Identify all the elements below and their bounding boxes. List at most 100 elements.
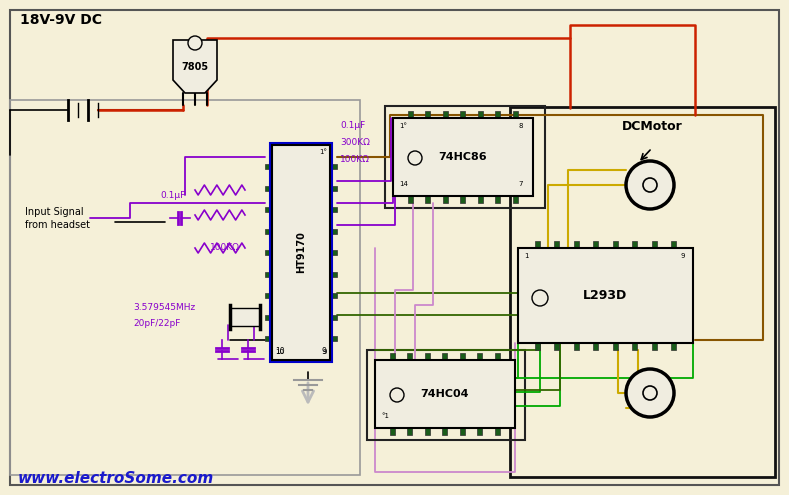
Bar — [265, 186, 272, 191]
Bar — [478, 111, 483, 118]
Bar — [330, 314, 337, 319]
Circle shape — [626, 161, 674, 209]
Text: °1: °1 — [381, 413, 389, 419]
Bar — [593, 241, 598, 248]
Bar — [478, 196, 483, 203]
Bar — [425, 111, 431, 118]
Text: 100KΩ: 100KΩ — [340, 155, 370, 164]
Bar — [265, 207, 272, 212]
Bar — [330, 250, 337, 255]
Text: 7805: 7805 — [181, 62, 208, 72]
Circle shape — [532, 290, 548, 306]
Bar — [460, 428, 465, 435]
Bar — [477, 428, 483, 435]
Bar — [425, 196, 431, 203]
Bar — [460, 353, 465, 360]
Text: 0.1μF: 0.1μF — [160, 191, 185, 200]
Text: 74HC86: 74HC86 — [439, 152, 488, 162]
Circle shape — [390, 388, 404, 402]
Bar — [510, 107, 775, 477]
Circle shape — [188, 36, 202, 50]
Bar — [408, 196, 413, 203]
Text: 14: 14 — [399, 181, 408, 187]
Text: 9: 9 — [680, 253, 685, 259]
Bar — [443, 353, 447, 360]
Text: 100KΩ: 100KΩ — [210, 243, 240, 252]
Bar — [10, 100, 360, 475]
Polygon shape — [173, 40, 217, 93]
Text: www.electroSome.com: www.electroSome.com — [18, 471, 215, 486]
Bar — [518, 248, 693, 343]
Bar — [390, 428, 395, 435]
Bar — [535, 241, 540, 248]
Bar — [265, 293, 272, 298]
Bar — [330, 164, 337, 169]
Bar — [265, 314, 272, 319]
Text: from headset: from headset — [25, 220, 90, 230]
Bar — [513, 196, 518, 203]
Bar — [613, 241, 618, 248]
Bar — [367, 350, 525, 440]
Bar — [593, 343, 598, 350]
Bar — [407, 353, 413, 360]
Bar — [495, 428, 500, 435]
Circle shape — [643, 178, 657, 192]
Bar — [330, 186, 337, 191]
Bar — [632, 343, 638, 350]
Bar — [443, 196, 448, 203]
Bar — [443, 111, 448, 118]
Text: 20pF/22pF: 20pF/22pF — [133, 319, 181, 328]
Bar — [330, 229, 337, 234]
Bar — [265, 271, 272, 277]
Text: L293D: L293D — [583, 289, 627, 302]
Bar — [613, 343, 618, 350]
Circle shape — [643, 386, 657, 400]
Bar — [272, 145, 330, 360]
Text: 8: 8 — [518, 123, 523, 129]
Bar — [555, 343, 559, 350]
Bar — [443, 428, 447, 435]
Bar — [671, 343, 676, 350]
Text: 9: 9 — [323, 349, 327, 355]
Text: Input Signal: Input Signal — [25, 207, 84, 217]
Bar — [495, 196, 500, 203]
Bar — [652, 343, 656, 350]
Text: 3.579545MHz: 3.579545MHz — [133, 303, 195, 312]
Text: 1°: 1° — [319, 149, 327, 155]
Bar — [408, 111, 413, 118]
Bar — [574, 241, 579, 248]
Bar — [535, 343, 540, 350]
Bar — [330, 271, 337, 277]
Text: HT9170: HT9170 — [296, 232, 306, 273]
Bar — [461, 111, 466, 118]
Bar — [425, 428, 430, 435]
Bar — [390, 353, 395, 360]
Bar — [574, 343, 579, 350]
Text: 300KΩ: 300KΩ — [340, 138, 370, 147]
Bar — [407, 428, 413, 435]
Text: 1°: 1° — [399, 123, 407, 129]
Bar — [632, 241, 638, 248]
Text: 9: 9 — [321, 347, 326, 356]
Bar — [230, 308, 260, 326]
Bar — [375, 360, 515, 428]
Text: 10: 10 — [275, 347, 285, 356]
Bar — [330, 336, 337, 341]
Text: DCMotor: DCMotor — [622, 120, 682, 133]
Bar — [495, 353, 500, 360]
Bar — [330, 293, 337, 298]
Circle shape — [626, 369, 674, 417]
Bar — [270, 143, 332, 362]
Bar — [385, 106, 545, 208]
Text: 18V-9V DC: 18V-9V DC — [20, 13, 102, 27]
Bar — [671, 241, 676, 248]
Text: 1: 1 — [524, 253, 529, 259]
Bar — [330, 207, 337, 212]
Bar — [477, 353, 483, 360]
Bar — [393, 118, 533, 196]
Bar — [265, 229, 272, 234]
Bar — [652, 241, 656, 248]
Bar — [555, 241, 559, 248]
Bar — [495, 111, 500, 118]
Bar — [513, 111, 518, 118]
